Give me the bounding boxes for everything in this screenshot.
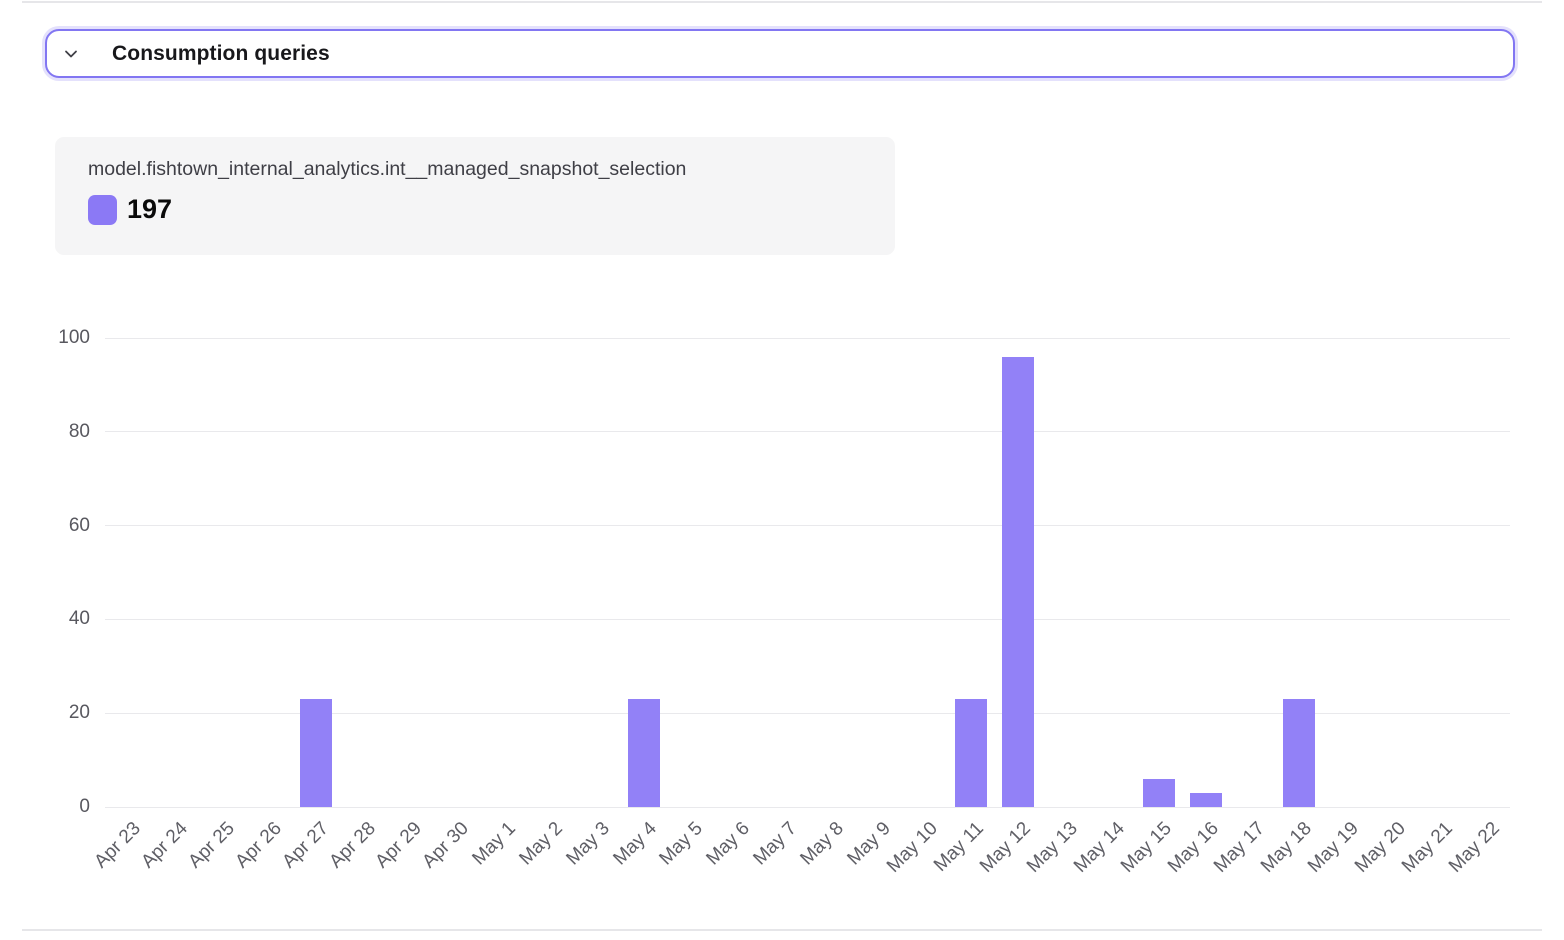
- gridline-60: [105, 525, 1510, 527]
- y-axis-tick-60: 60: [68, 514, 90, 536]
- bar-may-18[interactable]: [1283, 699, 1316, 807]
- y-axis-tick-0: 0: [79, 796, 90, 817]
- gridline-100: [105, 337, 1510, 339]
- y-axis-tick-80: 80: [68, 420, 90, 442]
- gridline-0: [105, 806, 1510, 808]
- bar-may-15[interactable]: [1142, 778, 1175, 807]
- chart-tooltip: model.fishtown_internal_analytics.int__m…: [55, 137, 895, 255]
- section-title: Consumption queries: [112, 41, 330, 65]
- series-value-row: 197: [88, 194, 863, 225]
- chevron-down-icon: [61, 44, 81, 64]
- bar-may-11[interactable]: [955, 699, 988, 807]
- series-total-value: 197: [127, 194, 173, 224]
- top-divider: [22, 1, 1542, 3]
- y-axis-tick-100: 100: [58, 327, 90, 348]
- series-name: model.fishtown_internal_analytics.int__m…: [88, 158, 687, 180]
- gridline-80: [105, 431, 1510, 433]
- bottom-divider: [22, 929, 1542, 931]
- consumption-queries-section-header[interactable]: Consumption queries: [45, 29, 1515, 78]
- series-color-swatch: [88, 194, 117, 225]
- y-axis-tick-20: 20: [68, 702, 90, 724]
- bar-may-4[interactable]: [627, 699, 660, 807]
- gridline-20: [105, 712, 1510, 714]
- bar-apr-27[interactable]: [299, 699, 332, 807]
- bar-may-16[interactable]: [1189, 792, 1222, 807]
- bar-may-12[interactable]: [1002, 356, 1035, 807]
- y-axis-tick-40: 40: [68, 608, 90, 630]
- gridline-40: [105, 618, 1510, 620]
